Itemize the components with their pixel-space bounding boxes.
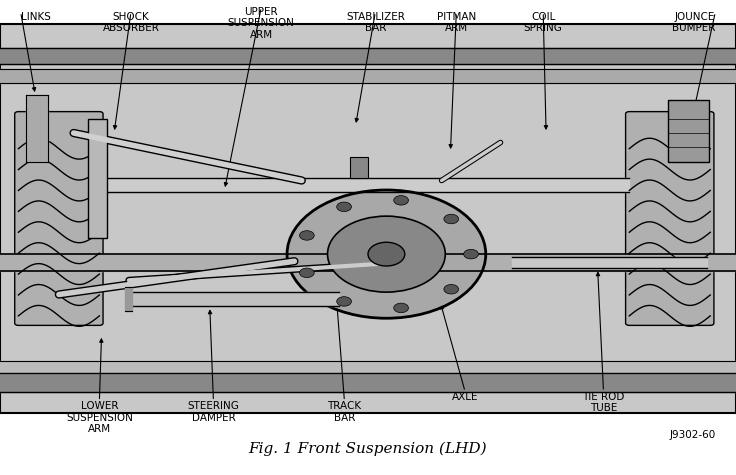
Bar: [668, 100, 709, 162]
Text: COIL
SPRING: COIL SPRING: [524, 12, 562, 33]
Bar: [0, 24, 736, 413]
Circle shape: [300, 231, 314, 240]
FancyBboxPatch shape: [626, 112, 714, 325]
Text: J9302-60: J9302-60: [669, 430, 715, 440]
Text: TRACK
BAR: TRACK BAR: [328, 401, 361, 423]
Text: LINKS: LINKS: [21, 12, 51, 22]
Circle shape: [394, 196, 408, 205]
Circle shape: [336, 297, 352, 306]
Circle shape: [444, 214, 459, 224]
Circle shape: [444, 285, 459, 294]
Circle shape: [394, 303, 408, 313]
Text: TIE ROD
TUBE: TIE ROD TUBE: [582, 392, 625, 413]
Text: UPPER
SUSPENSION
ARM: UPPER SUSPENSION ARM: [228, 7, 294, 39]
Bar: [88, 119, 107, 238]
Text: LOWER
SUSPENSION
ARM: LOWER SUSPENSION ARM: [66, 401, 132, 434]
FancyBboxPatch shape: [15, 112, 103, 325]
Bar: [350, 157, 368, 178]
Text: SHOCK
ABSORBER: SHOCK ABSORBER: [102, 12, 160, 33]
Circle shape: [368, 242, 405, 266]
Circle shape: [337, 202, 352, 211]
Text: PITMAN
ARM: PITMAN ARM: [436, 12, 476, 33]
Circle shape: [287, 190, 486, 318]
Circle shape: [464, 249, 478, 259]
Circle shape: [328, 216, 445, 292]
Circle shape: [300, 268, 314, 277]
Text: JOUNCE
BUMPER: JOUNCE BUMPER: [672, 12, 715, 33]
Text: STABILIZER
BAR: STABILIZER BAR: [346, 12, 405, 33]
Text: Fig. 1 Front Suspension (LHD): Fig. 1 Front Suspension (LHD): [249, 442, 487, 456]
Text: STEERING
DAMPER: STEERING DAMPER: [188, 401, 239, 423]
Text: AXLE: AXLE: [452, 392, 478, 402]
